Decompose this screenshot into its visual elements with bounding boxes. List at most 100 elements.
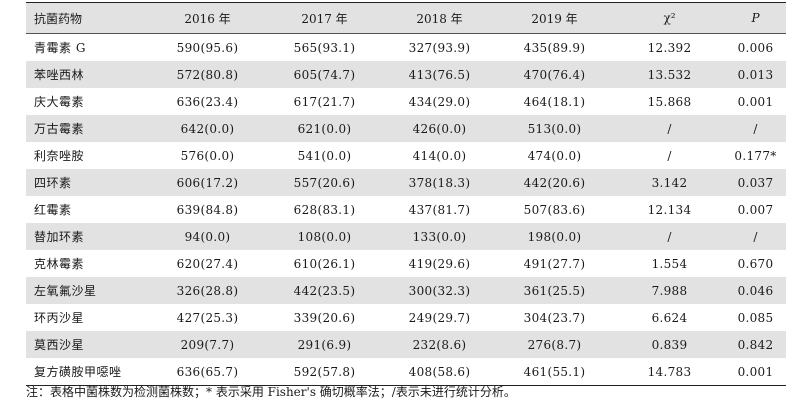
table-row: 环丙沙星 427(25.3) 339(20.6) 249(29.7) 304(23.7)… bbox=[26, 304, 786, 331]
resistance-table: 抗菌药物 2016 年 2017 年 2018 年 2019 年 χ² P 青霉… bbox=[26, 2, 786, 386]
chi-square-cell: 12.134 bbox=[647, 202, 692, 217]
cell-2017: 610(26.1) bbox=[293, 256, 356, 271]
drug-name-cell: 万古霉素 bbox=[26, 115, 150, 142]
p-value-cell: 0.177* bbox=[734, 148, 777, 163]
cell-2016: 620(27.4) bbox=[176, 256, 239, 271]
cell-2018: 249(29.7) bbox=[408, 310, 471, 325]
cell-2019: 198(0.0) bbox=[495, 223, 614, 250]
cell-2019: 442(20.6) bbox=[495, 169, 614, 196]
chi-square-cell: 6.624 bbox=[651, 310, 688, 325]
header-p-value: P bbox=[725, 2, 786, 34]
table-row: 莫西沙星 209(7.7) 291(6.9) 232(8.6) 276(8.7) 0.83… bbox=[26, 331, 786, 358]
cell-2017: 541(0.0) bbox=[297, 148, 352, 163]
cell-2016: 606(17.2) bbox=[150, 169, 265, 196]
table-row: 苯唑西林 572(80.8) 605(74.7) 413(76.5) 470(76.4)… bbox=[26, 61, 786, 88]
cell-2017: 605(74.7) bbox=[265, 61, 384, 88]
p-value-cell: / bbox=[725, 115, 786, 142]
cell-2016: 636(23.4) bbox=[176, 94, 239, 109]
table-row: 利奈唑胺 576(0.0) 541(0.0) 414(0.0) 474(0.0) / 0.1… bbox=[26, 142, 786, 169]
p-value-cell: 0.001 bbox=[737, 364, 774, 379]
table-row: 克林霉素 620(27.4) 610(26.1) 419(29.6) 491(27.7)… bbox=[26, 250, 786, 277]
p-value-cell: 0.013 bbox=[725, 61, 786, 88]
table-header: 抗菌药物 2016 年 2017 年 2018 年 2019 年 χ² P bbox=[26, 2, 786, 34]
cell-2018: 434(29.0) bbox=[408, 94, 471, 109]
chi-square-cell: 13.532 bbox=[614, 61, 725, 88]
cell-2019: 464(18.1) bbox=[523, 94, 586, 109]
cell-2019: 361(25.5) bbox=[495, 277, 614, 304]
drug-name-cell: 环丙沙星 bbox=[34, 311, 85, 325]
p-value-cell: 0.037 bbox=[725, 169, 786, 196]
cell-2019: 474(0.0) bbox=[527, 148, 582, 163]
chi-square-cell: 3.142 bbox=[614, 169, 725, 196]
cell-2019: 304(23.7) bbox=[523, 310, 586, 325]
cell-2019: 507(83.6) bbox=[523, 202, 586, 217]
cell-2018: 413(76.5) bbox=[384, 61, 495, 88]
chi-square-cell: 14.783 bbox=[647, 364, 692, 379]
header-2019: 2019 年 bbox=[495, 2, 614, 34]
cell-2017: 108(0.0) bbox=[265, 223, 384, 250]
cell-2017: 565(93.1) bbox=[293, 40, 356, 55]
cell-2016: 209(7.7) bbox=[150, 331, 265, 358]
header-2018: 2018 年 bbox=[384, 2, 495, 34]
cell-2017: 557(20.6) bbox=[265, 169, 384, 196]
cell-2017: 617(21.7) bbox=[293, 94, 356, 109]
p-value-cell: 0.006 bbox=[737, 40, 774, 55]
chi-square-cell: 1.554 bbox=[651, 256, 688, 271]
drug-name-cell: 四环素 bbox=[26, 169, 150, 196]
drug-name-cell: 复方磺胺甲噁唑 bbox=[34, 365, 122, 379]
p-value-cell: 0.842 bbox=[725, 331, 786, 358]
cell-2016: 639(84.8) bbox=[176, 202, 239, 217]
chi-square-cell: / bbox=[667, 148, 672, 163]
cell-2018: 426(0.0) bbox=[384, 115, 495, 142]
cell-2018: 408(58.6) bbox=[408, 364, 471, 379]
cell-2018: 232(8.6) bbox=[384, 331, 495, 358]
cell-2016: 590(95.6) bbox=[176, 40, 239, 55]
drug-name-cell: 庆大霉素 bbox=[34, 95, 85, 109]
header-drug: 抗菌药物 bbox=[26, 2, 150, 34]
table-row: 红霉素 639(84.8) 628(83.1) 437(81.7) 507(83.6) 1… bbox=[26, 196, 786, 223]
chi-square-cell: / bbox=[614, 223, 725, 250]
cell-2018: 300(32.3) bbox=[384, 277, 495, 304]
cell-2018: 419(29.6) bbox=[408, 256, 471, 271]
table-row: 青霉素 G 590(95.6) 565(93.1) 327(93.9) 435(89.9… bbox=[26, 34, 786, 62]
drug-name-cell: 苯唑西林 bbox=[26, 61, 150, 88]
drug-name-cell: 莫西沙星 bbox=[26, 331, 150, 358]
drug-name-cell: 替加环素 bbox=[26, 223, 150, 250]
table-row: 四环素 606(17.2) 557(20.6) 378(18.3) 442(20.6) 3… bbox=[26, 169, 786, 196]
cell-2018: 414(0.0) bbox=[412, 148, 467, 163]
cell-2016: 326(28.8) bbox=[150, 277, 265, 304]
chi-square-cell: 12.392 bbox=[647, 40, 692, 55]
cell-2017: 628(83.1) bbox=[293, 202, 356, 217]
cell-2018: 437(81.7) bbox=[408, 202, 471, 217]
chi-square-cell: 15.868 bbox=[647, 94, 692, 109]
table-row: 万古霉素 642(0.0) 621(0.0) 426(0.0) 513(0.0) / / bbox=[26, 115, 786, 142]
table-row: 复方磺胺甲噁唑 636(65.7) 592(57.8) 408(58.6) 461(55… bbox=[26, 358, 786, 386]
header-row: 抗菌药物 2016 年 2017 年 2018 年 2019 年 χ² P bbox=[26, 2, 786, 34]
cell-2018: 378(18.3) bbox=[384, 169, 495, 196]
p-value-cell: 0.046 bbox=[725, 277, 786, 304]
cell-2016: 572(80.8) bbox=[150, 61, 265, 88]
chi-square-cell: / bbox=[614, 115, 725, 142]
table-row: 左氧氟沙星 326(28.8) 442(23.5) 300(32.3) 361(25.5… bbox=[26, 277, 786, 304]
header-2017: 2017 年 bbox=[265, 2, 384, 34]
cell-2019: 470(76.4) bbox=[495, 61, 614, 88]
header-2016: 2016 年 bbox=[150, 2, 265, 34]
cell-2017: 621(0.0) bbox=[265, 115, 384, 142]
cell-2017: 442(23.5) bbox=[265, 277, 384, 304]
cell-2016: 94(0.0) bbox=[150, 223, 265, 250]
p-value-cell: / bbox=[725, 223, 786, 250]
table-row: 庆大霉素 636(23.4) 617(21.7) 434(29.0) 464(18.1)… bbox=[26, 88, 786, 115]
cell-2019: 276(8.7) bbox=[495, 331, 614, 358]
cell-2018: 133(0.0) bbox=[384, 223, 495, 250]
chi-square-cell: 0.839 bbox=[614, 331, 725, 358]
cell-2019: 435(89.9) bbox=[523, 40, 586, 55]
cell-2016: 636(65.7) bbox=[176, 364, 239, 379]
p-value-cell: 0.670 bbox=[737, 256, 774, 271]
chi-square-cell: 7.988 bbox=[614, 277, 725, 304]
table-body: 青霉素 G 590(95.6) 565(93.1) 327(93.9) 435(89.9… bbox=[26, 34, 786, 386]
cell-2016: 576(0.0) bbox=[180, 148, 235, 163]
drug-name-cell: 克林霉素 bbox=[34, 257, 85, 271]
header-chi-square: χ² bbox=[614, 2, 725, 34]
p-value-cell: 0.085 bbox=[737, 310, 774, 325]
cell-2016: 427(25.3) bbox=[176, 310, 239, 325]
